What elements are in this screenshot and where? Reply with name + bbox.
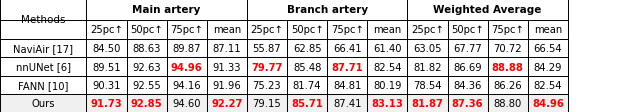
Text: 55.87: 55.87 (253, 43, 282, 53)
Text: 88.63: 88.63 (132, 43, 161, 53)
Text: 91.73: 91.73 (91, 98, 122, 108)
Text: Ours: Ours (31, 98, 55, 108)
Text: 89.51: 89.51 (92, 62, 121, 72)
Text: 70.72: 70.72 (493, 43, 522, 53)
Text: 66.54: 66.54 (534, 43, 562, 53)
Text: Branch artery: Branch artery (287, 5, 368, 15)
Text: 80.19: 80.19 (373, 80, 402, 90)
Text: 92.85: 92.85 (131, 98, 163, 108)
Text: Main artery: Main artery (132, 5, 201, 15)
Text: 94.96: 94.96 (171, 62, 203, 72)
Text: mean: mean (373, 25, 401, 35)
Text: 88.88: 88.88 (492, 62, 524, 72)
Text: 63.05: 63.05 (413, 43, 442, 53)
Text: 87.41: 87.41 (333, 98, 362, 108)
Text: FANN [10]: FANN [10] (18, 80, 68, 90)
Bar (0, 95, 568, 112)
Text: 92.27: 92.27 (211, 98, 243, 108)
Text: 84.36: 84.36 (453, 80, 482, 90)
Text: 91.96: 91.96 (212, 80, 241, 90)
Text: 75pc↑: 75pc↑ (331, 25, 364, 35)
Text: 85.71: 85.71 (291, 98, 323, 108)
Text: 81.82: 81.82 (413, 62, 442, 72)
Text: 61.40: 61.40 (373, 43, 402, 53)
Text: 50pc↑: 50pc↑ (451, 25, 484, 35)
Text: 81.87: 81.87 (412, 98, 444, 108)
Text: 62.85: 62.85 (292, 43, 321, 53)
Text: 89.87: 89.87 (172, 43, 201, 53)
Text: 75pc↑: 75pc↑ (170, 25, 203, 35)
Text: 50pc↑: 50pc↑ (291, 25, 323, 35)
Text: 86.26: 86.26 (493, 80, 522, 90)
Text: 50pc↑: 50pc↑ (130, 25, 163, 35)
Text: 88.80: 88.80 (493, 98, 522, 108)
Text: 81.74: 81.74 (293, 80, 321, 90)
Text: 85.48: 85.48 (293, 62, 321, 72)
Text: 94.60: 94.60 (172, 98, 201, 108)
Text: 90.31: 90.31 (92, 80, 121, 90)
Text: 82.54: 82.54 (373, 62, 402, 72)
Bar (0, 76, 568, 95)
Text: 25pc↑: 25pc↑ (90, 25, 123, 35)
Text: 86.69: 86.69 (453, 62, 482, 72)
Text: 91.33: 91.33 (212, 62, 241, 72)
Text: nnUNet [6]: nnUNet [6] (16, 62, 70, 72)
Text: 83.13: 83.13 (371, 98, 403, 108)
Text: 84.81: 84.81 (333, 80, 362, 90)
Text: 84.96: 84.96 (532, 98, 564, 108)
Text: Weighted Average: Weighted Average (433, 5, 542, 15)
Text: 87.71: 87.71 (332, 62, 363, 72)
Text: 87.11: 87.11 (212, 43, 241, 53)
Text: 67.77: 67.77 (453, 43, 482, 53)
Text: NaviAir [17]: NaviAir [17] (13, 43, 73, 53)
Text: 78.54: 78.54 (413, 80, 442, 90)
Text: 66.41: 66.41 (333, 43, 362, 53)
Text: 84.29: 84.29 (534, 62, 562, 72)
Text: 87.36: 87.36 (452, 98, 483, 108)
Text: 25pc↑: 25pc↑ (411, 25, 444, 35)
Bar (0, 58, 568, 76)
Text: Methods: Methods (21, 15, 65, 25)
Text: 84.50: 84.50 (92, 43, 121, 53)
Text: 79.77: 79.77 (252, 62, 283, 72)
Bar (0, 0, 568, 21)
Text: 94.16: 94.16 (172, 80, 201, 90)
Bar (0, 39, 568, 58)
Bar (0, 21, 568, 39)
Text: 92.55: 92.55 (132, 80, 161, 90)
Text: 75pc↑: 75pc↑ (492, 25, 524, 35)
Text: 75.23: 75.23 (253, 80, 282, 90)
Text: mean: mean (212, 25, 241, 35)
Text: mean: mean (534, 25, 562, 35)
Text: 92.63: 92.63 (132, 62, 161, 72)
Text: 82.54: 82.54 (534, 80, 562, 90)
Text: 25pc↑: 25pc↑ (250, 25, 284, 35)
Text: 79.15: 79.15 (253, 98, 282, 108)
